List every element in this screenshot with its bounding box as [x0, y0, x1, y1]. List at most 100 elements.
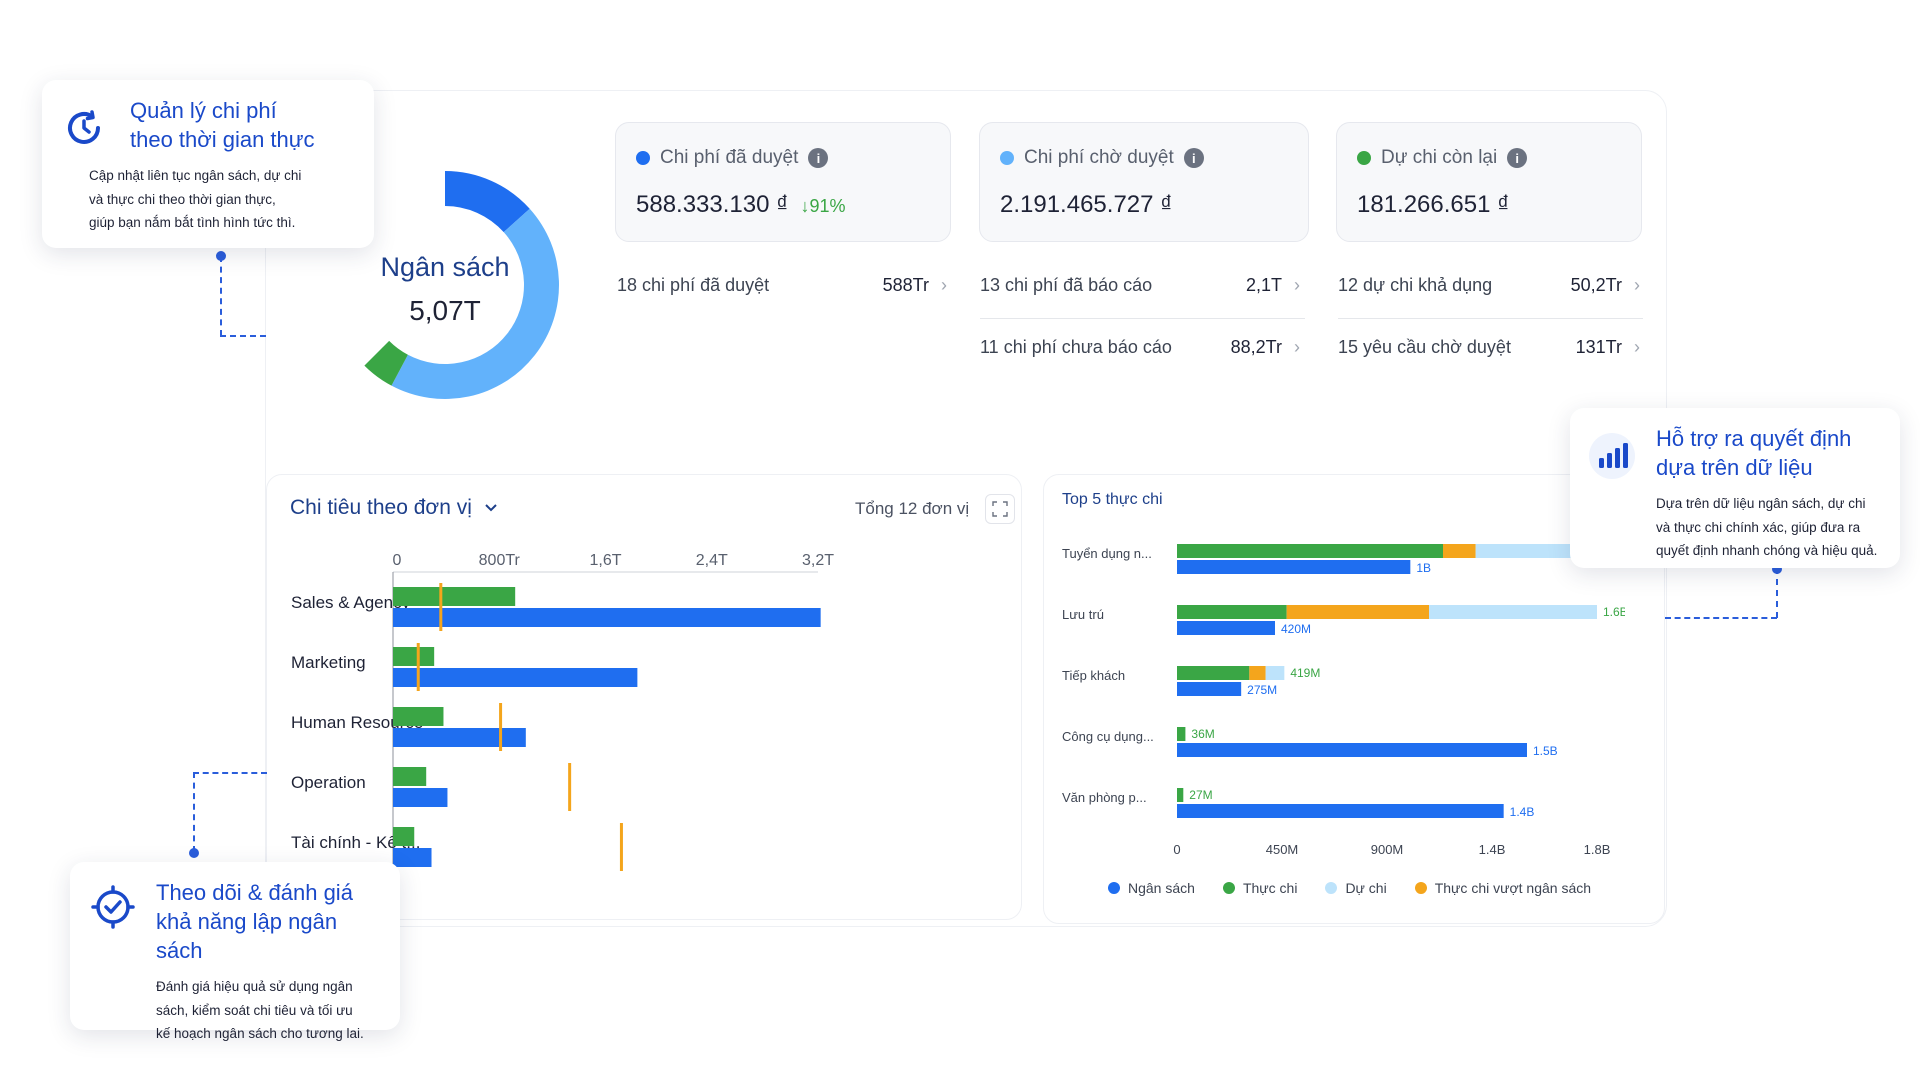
row-amount: 131Tr [1575, 337, 1622, 357]
callout-title-line: khả năng lập ngân sách [156, 909, 338, 964]
legend-label: Thực chi [1242, 880, 1298, 896]
bar-actual [1177, 605, 1287, 619]
card-label: Chi phí chờ duyệt [1024, 147, 1174, 168]
chevron-down-icon[interactable] [484, 503, 498, 513]
summary-row-pending-requests[interactable]: 15 yêu cầu chờ duyệt 131Tr › [1338, 337, 1640, 358]
chevron-right-icon: › [1294, 275, 1300, 295]
summary-row-reported[interactable]: 13 chi phí đã báo cáo 2,1T › [980, 275, 1300, 296]
divider [980, 318, 1305, 319]
budget-marker [416, 643, 420, 691]
callout-title-line: Hỗ trợ ra quyết định [1656, 426, 1852, 451]
unit-total: Tổng 12 đơn vị [855, 499, 970, 518]
card-value: 588.333.130 ₫ [636, 191, 789, 218]
x-tick-label: 0 [393, 552, 402, 569]
bar-actual [393, 587, 516, 606]
top5-legend: Ngân sách Thực chi Dự chi Thực chi vượt … [1108, 880, 1591, 896]
legend-label: Ngân sách [1128, 880, 1195, 896]
callout-title-line: Theo dõi & đánh giá [156, 880, 353, 905]
unit-panel-title[interactable]: Chi tiêu theo đơn vị [290, 496, 498, 520]
connector-line [1776, 568, 1778, 618]
category-label: Văn phòng p... [1062, 790, 1147, 805]
info-icon[interactable]: i [1183, 148, 1204, 168]
bar-actual [393, 767, 427, 786]
summary-row-approved[interactable]: 18 chi phí đã duyệt 588Tr › [617, 275, 947, 296]
category-label: Human Resource [291, 713, 423, 732]
budget-marker [439, 583, 443, 631]
bar-budget [1177, 804, 1504, 818]
divider [1338, 318, 1643, 319]
bar-budget [1177, 682, 1242, 696]
x-tick-label: 2,4T [696, 552, 728, 569]
budget-value-label: 275M [1247, 683, 1277, 697]
budget-marker [499, 703, 503, 751]
connector-line [220, 256, 222, 336]
bar-over-budget [1286, 605, 1429, 619]
callout-description: Dựa trên dữ liệu ngân sách, dự chi và th… [1656, 492, 1884, 563]
donut-value: 5,07T [409, 295, 481, 326]
top-value-label: 419M [1290, 666, 1320, 680]
connector-line [193, 772, 267, 774]
donut-segment-remaining [364, 340, 408, 386]
category-label: Tuyển dụng n... [1062, 546, 1152, 561]
row-label: chi phí đã báo cáo [1005, 275, 1153, 295]
bar-budget [393, 788, 448, 807]
feature-callout-track: Theo dõi & đánh giá khả năng lập ngân sá… [70, 862, 400, 1041]
legend-label: Thực chi vượt ngân sách [1434, 880, 1592, 896]
status-dot [1000, 151, 1014, 165]
chevron-right-icon: › [1634, 275, 1640, 295]
bar-budget [393, 728, 526, 747]
connector-line [1665, 617, 1777, 619]
legend-budget: Ngân sách [1108, 880, 1195, 896]
budget-value-label: 1.4B [1510, 805, 1535, 819]
bar-actual [1177, 544, 1443, 558]
status-dot [1357, 151, 1371, 165]
bar-forecast [1475, 544, 1600, 558]
callout-title-line: Quản lý chi phí [130, 98, 277, 123]
callout-desc-line: Đánh giá hiệu quả sử dụng ngân [156, 979, 353, 995]
callout-desc-line: Dựa trên dữ liệu ngân sách, dự chi [1656, 496, 1866, 512]
top-value-label: 1.6B [1603, 605, 1625, 619]
card-label: Dự chi còn lại [1381, 147, 1498, 168]
x-tick-label: 3,2T [802, 552, 834, 569]
info-icon[interactable]: i [1507, 148, 1528, 168]
bar-over-budget [1249, 666, 1266, 680]
top-value-label: 36M [1191, 727, 1214, 741]
callout-desc-line: quyết định nhanh chóng và hiệu quả. [1656, 543, 1878, 559]
bar-budget [1177, 560, 1411, 574]
row-label: dự chi khả dụng [1363, 275, 1493, 295]
pending-cost-card[interactable]: Chi phí chờ duyệt i 2.191.465.727 ₫ [979, 122, 1309, 242]
bar-budget [393, 608, 821, 627]
expand-icon [992, 501, 1008, 517]
x-tick-label: 450M [1266, 842, 1299, 857]
bar-actual [1177, 788, 1184, 802]
budget-value-label: 1B [1416, 561, 1431, 575]
x-tick-label: 800Tr [479, 552, 521, 569]
legend-actual: Thực chi [1222, 880, 1298, 896]
remaining-forecast-card[interactable]: Dự chi còn lại i 181.266.651 ₫ [1336, 122, 1642, 242]
summary-row-available[interactable]: 12 dự chi khả dụng 50,2Tr › [1338, 275, 1640, 296]
budget-donut-chart [364, 171, 559, 399]
connector-dot [1772, 564, 1782, 574]
row-amount: 50,2Tr [1570, 275, 1622, 295]
summary-row-unreported[interactable]: 11 chi phí chưa báo cáo 88,2Tr › [980, 337, 1300, 358]
row-amount: 588Tr [882, 275, 929, 295]
card-value: 2.191.465.727 ₫ [1000, 191, 1173, 218]
connector-dot [216, 251, 226, 261]
callout-title: Quản lý chi phí theo thời gian thực [130, 96, 354, 154]
feature-callout-decision: Hỗ trợ ra quyết định dựa trên dữ liệu Dự… [1570, 408, 1900, 568]
category-label: Tiếp khách [1062, 668, 1125, 683]
expand-button[interactable] [985, 494, 1015, 524]
connector-line [193, 772, 195, 852]
unit-spending-panel [266, 474, 1022, 920]
callout-title: Theo dõi & đánh giá khả năng lập ngân sá… [156, 878, 384, 965]
approved-cost-card[interactable]: Chi phí đã duyệt i 588.333.130 ₫ ↓91% [615, 122, 951, 242]
info-icon[interactable]: i [808, 148, 829, 168]
row-label: chi phí đã duyệt [642, 275, 770, 295]
donut-segment-approved [445, 171, 530, 233]
bar-over-budget [1443, 544, 1476, 558]
budget-marker [619, 823, 623, 871]
row-count: 12 [1338, 275, 1359, 295]
budget-value-label: 1.5B [1533, 744, 1558, 758]
bar-budget [1177, 621, 1275, 635]
row-amount: 88,2Tr [1230, 337, 1282, 357]
